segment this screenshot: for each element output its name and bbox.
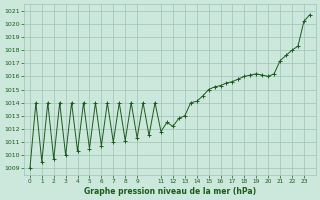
X-axis label: Graphe pression niveau de la mer (hPa): Graphe pression niveau de la mer (hPa) bbox=[84, 187, 256, 196]
